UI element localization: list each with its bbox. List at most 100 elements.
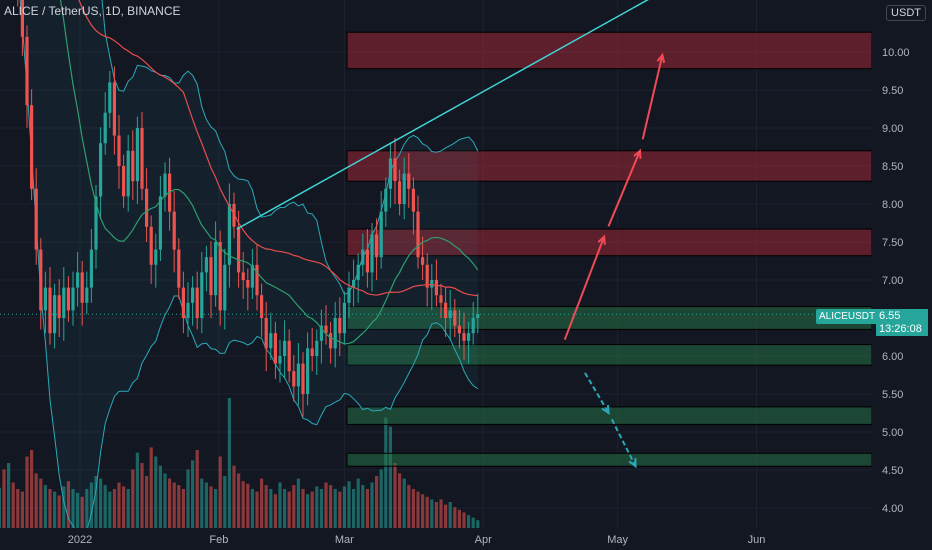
volume-bar xyxy=(16,489,20,528)
candle-body xyxy=(117,135,121,166)
volume-bar xyxy=(76,492,80,528)
candle-body xyxy=(191,287,195,303)
volume-bar xyxy=(467,515,471,528)
candle-body xyxy=(421,257,425,265)
candle-body xyxy=(416,211,420,258)
volume-bar xyxy=(379,469,383,528)
bollinger-lower xyxy=(19,0,479,534)
candle-body xyxy=(209,257,213,296)
volume-bar xyxy=(163,473,167,528)
candle-body xyxy=(25,36,29,106)
candle-body xyxy=(53,295,57,334)
volume-bar xyxy=(20,491,24,528)
last-price-label: 6.55 xyxy=(876,309,928,323)
volume-bar xyxy=(94,476,98,528)
volume-bar xyxy=(154,456,158,528)
candle-body xyxy=(80,272,84,303)
candle-body xyxy=(131,150,135,182)
candle-body xyxy=(453,310,457,326)
volume-bar xyxy=(112,489,116,528)
volume-bar xyxy=(278,482,282,528)
candle-body xyxy=(273,333,277,364)
candle-body xyxy=(467,333,471,341)
candle-body xyxy=(329,333,333,349)
candle-body xyxy=(48,287,52,334)
volume-bars xyxy=(0,398,480,528)
candle-body xyxy=(34,188,38,250)
volume-bar xyxy=(80,496,84,528)
volume-bar xyxy=(439,499,443,528)
volume-bar xyxy=(310,491,314,528)
candle-body xyxy=(214,242,218,296)
candle-body xyxy=(375,234,379,258)
candle-body xyxy=(471,318,475,334)
volume-bar xyxy=(324,482,328,528)
candle-body xyxy=(30,105,34,189)
volume-bar xyxy=(315,486,319,528)
volume-bar xyxy=(191,460,195,528)
volume-bar xyxy=(25,456,29,528)
candle-body xyxy=(444,302,448,318)
volume-bar xyxy=(416,491,420,528)
volume-bar xyxy=(214,489,218,528)
price-tick-label: 10.00 xyxy=(882,47,910,59)
candle-body xyxy=(66,287,70,311)
candle-body xyxy=(292,371,296,387)
currency-unit-button[interactable]: USDT xyxy=(886,5,926,21)
volume-bar xyxy=(71,489,75,528)
volume-bar xyxy=(0,487,1,528)
resistance-zone xyxy=(346,228,873,257)
candle-body xyxy=(135,128,139,182)
candle-body xyxy=(384,188,388,212)
candle-body xyxy=(163,173,167,197)
candle-body xyxy=(232,204,236,227)
volume-bar xyxy=(99,478,103,528)
volume-bar xyxy=(204,482,208,528)
candle-body xyxy=(434,280,438,296)
candle-body xyxy=(99,143,103,197)
price-tick-label: 9.50 xyxy=(882,85,903,97)
volume-bar xyxy=(301,489,305,528)
candle-body xyxy=(356,264,360,280)
candle-body xyxy=(324,325,328,334)
volume-bar xyxy=(7,463,11,528)
price-axis-bg xyxy=(872,0,932,550)
candle-body xyxy=(246,280,250,288)
time-tick-label: Jun xyxy=(748,534,766,546)
volume-bar xyxy=(342,486,346,528)
volume-bar xyxy=(453,507,457,528)
candle-body xyxy=(269,333,273,349)
volume-bar xyxy=(232,465,236,528)
volume-bar xyxy=(361,485,365,528)
volume-bar xyxy=(430,499,434,528)
volume-bar xyxy=(195,450,199,528)
volume-bar xyxy=(296,478,300,528)
volume-bar xyxy=(356,478,360,528)
resistance-zone xyxy=(346,31,873,70)
volume-bar xyxy=(365,489,369,528)
moving-averages xyxy=(59,0,479,345)
bollinger-fill xyxy=(20,0,478,533)
price-tick-label: 5.00 xyxy=(882,427,903,439)
candle-body xyxy=(186,302,190,318)
price-tick-label: 6.00 xyxy=(882,351,903,363)
volume-bar xyxy=(177,485,181,528)
ma-green-line xyxy=(59,0,479,345)
candle-body xyxy=(439,295,443,303)
time-tick-label: Feb xyxy=(209,534,228,546)
volume-bar xyxy=(388,426,392,528)
candle-body xyxy=(306,348,310,394)
volume-bar xyxy=(89,482,93,528)
volume-bar xyxy=(448,502,452,528)
volume-bar xyxy=(352,489,356,528)
time-tick-label: 2022 xyxy=(68,534,92,546)
volume-bar xyxy=(471,517,475,528)
volume-bar xyxy=(2,469,6,528)
volume-bar xyxy=(218,456,222,528)
candle-body xyxy=(430,280,434,288)
volume-bar xyxy=(329,485,333,528)
support-zone xyxy=(346,406,873,425)
time-axis: 2022 Feb Mar Apr May Jun xyxy=(0,528,932,550)
candle-body xyxy=(85,287,89,303)
